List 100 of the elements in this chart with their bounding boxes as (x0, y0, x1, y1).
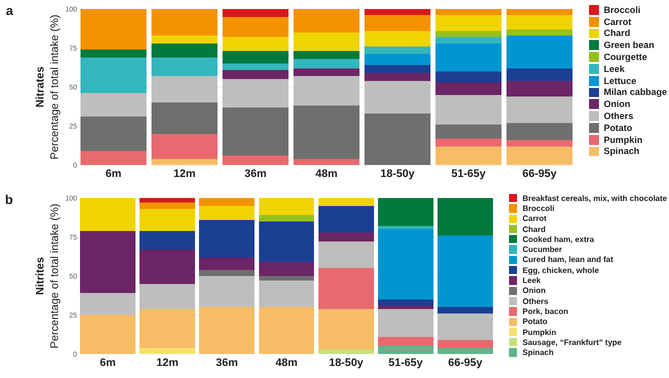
bar (506, 80, 573, 96)
bar (293, 68, 360, 76)
chart-title: b (5, 192, 14, 207)
bar (222, 107, 289, 156)
bar (318, 198, 374, 206)
bar (80, 50, 147, 58)
legend-label: Green bean (604, 40, 654, 50)
bar (258, 307, 314, 354)
bar (258, 215, 314, 222)
bar (199, 198, 255, 206)
bar (435, 146, 502, 165)
legend-label: Courgette (604, 52, 648, 62)
bar (293, 58, 360, 68)
legend-label: Leek (604, 64, 625, 74)
x-tick-label: 18-50y (328, 357, 364, 369)
bar (80, 293, 136, 315)
bar (364, 15, 431, 31)
bar (140, 198, 196, 203)
bar (80, 57, 147, 94)
bar (151, 57, 218, 76)
bar (318, 308, 374, 350)
bar (140, 348, 196, 354)
bar (318, 268, 374, 309)
legend-label: Onion (604, 99, 630, 110)
bar (506, 36, 573, 68)
bar (80, 230, 136, 294)
legend-label: Spinach (604, 146, 640, 156)
legend-label: Carrot (522, 214, 546, 224)
legend-label: Egg, chicken, whole (522, 266, 599, 275)
bar (258, 221, 314, 262)
legend-label: Leek (522, 276, 541, 286)
legend-label: Pork, bacon (522, 306, 568, 316)
bar (199, 276, 255, 308)
legend-label: Potato (522, 317, 548, 326)
bar (364, 114, 431, 165)
bar (318, 232, 374, 242)
bar (140, 284, 196, 309)
bar (199, 307, 255, 354)
legend-label: Chard (604, 28, 630, 38)
bar (364, 9, 431, 16)
bar (199, 220, 255, 258)
legend-label: Cooked ham, extra (522, 234, 594, 244)
bar (506, 68, 573, 81)
bar (151, 134, 218, 159)
legend-label: Broccoli (604, 4, 640, 15)
bar (435, 124, 502, 138)
bar (293, 51, 360, 59)
bar (222, 156, 289, 165)
bar (293, 9, 360, 32)
x-tick-label: 36m (244, 168, 267, 180)
bar (80, 116, 147, 151)
x-tick-label: 66-95y (522, 168, 558, 180)
bar (222, 79, 289, 108)
bar (151, 36, 218, 44)
bar (435, 30, 502, 38)
bar (506, 122, 573, 140)
bar (151, 76, 218, 103)
bar (364, 30, 431, 46)
bar (378, 299, 434, 306)
legend-label: Cucumber (522, 245, 562, 254)
bar (318, 206, 374, 232)
bar (378, 198, 434, 226)
bar (222, 37, 289, 52)
bar (364, 65, 431, 73)
legend-label: Sausage, “Frankfurt” type (522, 338, 622, 347)
bar (80, 150, 147, 165)
bar (140, 230, 196, 250)
bar (222, 64, 289, 70)
bar (378, 346, 434, 354)
bar (378, 308, 434, 337)
x-tick-label: 51-65y (451, 168, 486, 180)
bar (506, 146, 573, 165)
bar (293, 158, 360, 165)
bar (364, 80, 431, 114)
bar (222, 70, 289, 80)
bar (506, 96, 573, 123)
bar (80, 315, 136, 354)
bar (293, 32, 360, 52)
bar (435, 9, 502, 16)
bar (222, 9, 289, 17)
legend-label: Pumpkin (604, 134, 642, 145)
bar (506, 9, 573, 16)
bar (258, 276, 314, 281)
x-tick-label: 36m (216, 357, 238, 369)
bar (378, 226, 434, 230)
x-tick-label: 6m (100, 357, 116, 369)
legend-label: Cured ham, lean and fat (522, 255, 614, 264)
x-tick-label: 18-50y (380, 168, 416, 180)
bar (318, 242, 374, 268)
bar (435, 94, 502, 124)
bar (258, 280, 314, 308)
bar (364, 46, 431, 54)
x-tick-label: 6m (106, 168, 122, 180)
legend-label: Others (522, 296, 548, 306)
bar (435, 138, 502, 146)
legend-label: Onion (522, 286, 546, 296)
bar (151, 158, 218, 165)
x-tick-label: 12m (173, 168, 196, 180)
legend-label: Others (604, 111, 634, 122)
bar (151, 102, 218, 134)
